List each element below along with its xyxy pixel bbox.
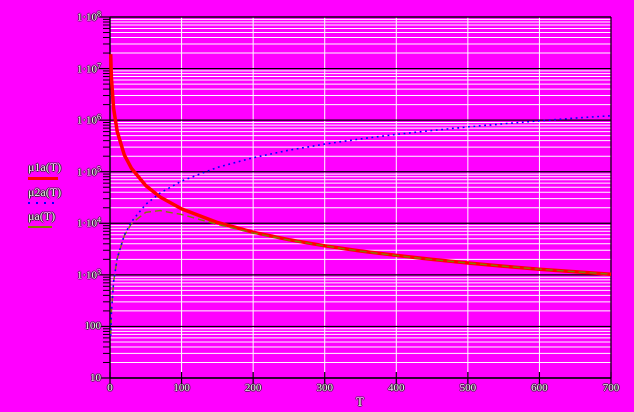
y-tick-label: 1·104 bbox=[76, 215, 101, 230]
legend-item: μ1a(T) bbox=[28, 160, 106, 180]
legend-label: μa(T) bbox=[28, 209, 56, 223]
legend-label: μ1a(T) bbox=[28, 160, 62, 174]
y-tick-label: 1·107 bbox=[76, 61, 101, 76]
y-tick-label: 1·105 bbox=[76, 164, 101, 179]
tick-marks bbox=[99, 16, 612, 385]
curve-at bbox=[110, 209, 612, 336]
legend-line-sample bbox=[28, 226, 52, 228]
y-tick-label: 100 bbox=[84, 320, 102, 333]
x-tick-label: 600 bbox=[531, 382, 548, 394]
x-tick-label: 0 bbox=[107, 382, 113, 394]
legend: μ1a(T) μ2a(T) μa(T) bbox=[28, 160, 106, 233]
legend-line-sample bbox=[28, 177, 58, 180]
curve-1at bbox=[108, 54, 612, 276]
y-tick-label: 10 bbox=[90, 372, 101, 384]
legend-item: μ2a(T) bbox=[28, 185, 106, 204]
minor-gridlines bbox=[110, 17, 611, 378]
y-tick-label: 1·108 bbox=[76, 9, 101, 24]
x-tick-label: 500 bbox=[459, 382, 477, 394]
legend-line-sample bbox=[28, 202, 56, 204]
legend-label: μ2a(T) bbox=[28, 185, 62, 199]
x-tick-label: 100 bbox=[173, 382, 190, 394]
x-tick-label: 700 bbox=[602, 382, 620, 394]
x-axis-title: T bbox=[356, 394, 364, 409]
x-tick-label: 400 bbox=[388, 382, 405, 394]
y-tick-label: 1·106 bbox=[76, 112, 101, 127]
legend-item: μa(T) bbox=[28, 209, 106, 228]
y-tick-label: 1·103 bbox=[76, 267, 101, 282]
series-curves bbox=[108, 54, 612, 336]
x-tick-label: 200 bbox=[244, 382, 262, 394]
x-tick-label: 300 bbox=[316, 382, 333, 394]
